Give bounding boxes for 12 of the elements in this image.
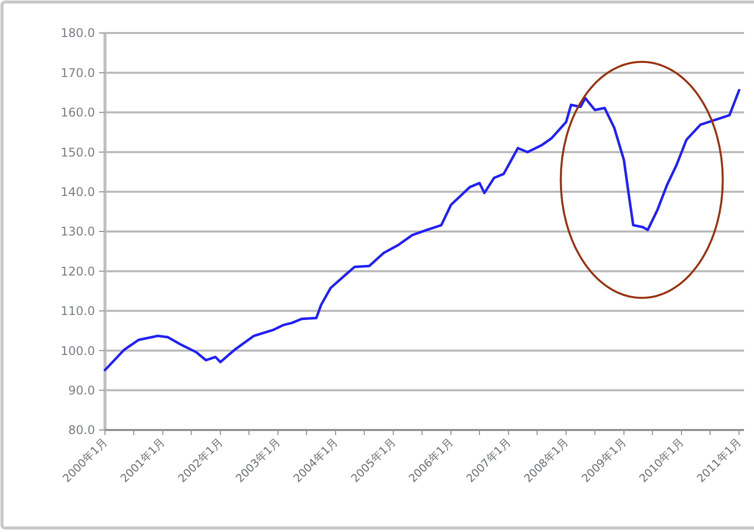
y-tick-label: 130.0: [60, 224, 95, 239]
y-tick-label: 150.0: [60, 145, 95, 160]
y-tick-label: 160.0: [60, 106, 95, 120]
y-tick-label: 180.0: [60, 26, 95, 40]
y-tick-label: 120.0: [60, 264, 95, 278]
y-tick-label: 90.0: [68, 384, 95, 398]
line-series: [104, 88, 740, 372]
y-tick-label: 170.0: [60, 66, 95, 80]
y-tick-label: 110.0: [60, 304, 95, 318]
y-tick-label: 140.0: [60, 185, 95, 199]
y-tick-label: 80.0: [68, 423, 95, 438]
y-tick-label: 100.0: [60, 344, 95, 358]
